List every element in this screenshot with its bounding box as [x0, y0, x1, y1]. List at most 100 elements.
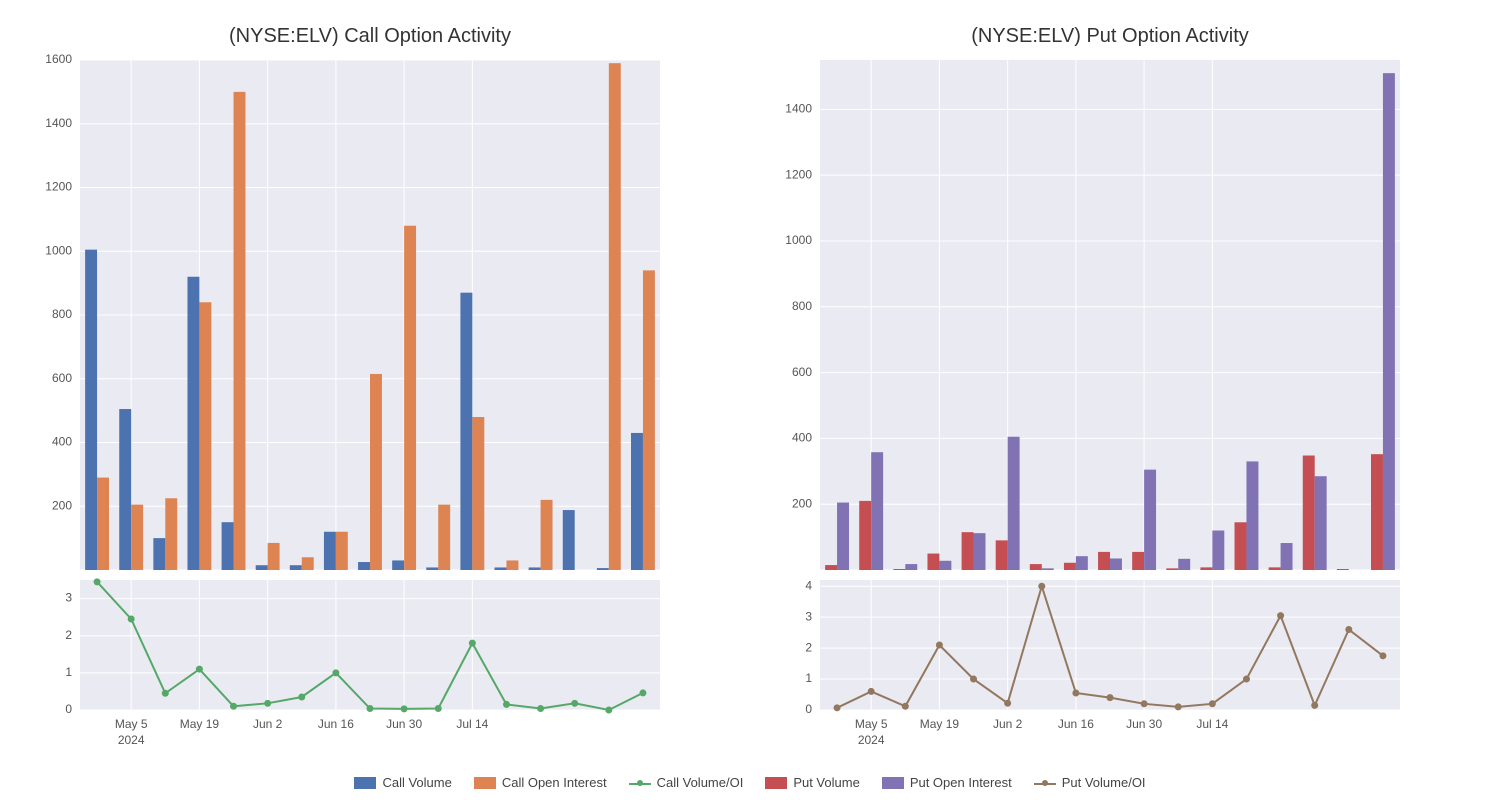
- ratio-marker: [1004, 700, 1011, 707]
- legend-item: Call Volume/OI: [629, 775, 744, 790]
- bar-volume: [1235, 522, 1247, 570]
- bar-open-interest: [336, 532, 348, 570]
- bar-open-interest: [1144, 470, 1156, 570]
- ratio-marker: [834, 704, 841, 711]
- y-tick-label: 200: [792, 496, 812, 510]
- legend-item: Put Volume: [765, 775, 860, 790]
- y-tick-label: 200: [52, 498, 72, 512]
- bar-open-interest: [131, 505, 143, 570]
- bar-volume: [426, 567, 438, 570]
- y-tick-label: 800: [792, 299, 812, 313]
- bar-volume: [1064, 563, 1076, 570]
- x-tick-label: Jun 2: [253, 717, 283, 731]
- ratio-marker: [332, 669, 339, 676]
- ratio-marker: [264, 700, 271, 707]
- legend-line-icon: [629, 777, 651, 789]
- ratio-marker: [503, 701, 510, 708]
- ratio-marker: [1038, 583, 1045, 590]
- ratio-marker: [1311, 702, 1318, 709]
- y-tick-label: 1200: [45, 180, 72, 194]
- panel-bg: [820, 580, 1400, 710]
- bar-open-interest: [404, 226, 416, 570]
- ratio-marker: [605, 707, 612, 714]
- bar-open-interest: [1008, 437, 1020, 570]
- x-tick-label: Jun 16: [1058, 717, 1094, 731]
- ratio-marker: [1107, 694, 1114, 701]
- bar-open-interest: [97, 478, 109, 570]
- bar-open-interest: [541, 500, 553, 570]
- x-tick-label: Jul 14: [1196, 717, 1228, 731]
- y-tick-label: 800: [52, 307, 72, 321]
- bar-volume: [119, 409, 131, 570]
- bar-volume: [1337, 569, 1349, 570]
- x-tick-label: Jun 30: [1126, 717, 1162, 731]
- y-tick-label: 4: [805, 578, 812, 592]
- bar-volume: [358, 562, 370, 570]
- bar-volume: [1030, 564, 1042, 570]
- y-tick-label: 1400: [45, 116, 72, 130]
- legend-item: Call Volume: [354, 775, 451, 790]
- y-tick-label: 600: [52, 371, 72, 385]
- ratio-marker: [1243, 676, 1250, 683]
- x-tick-label: Jun 16: [318, 717, 354, 731]
- bar-open-interest: [370, 374, 382, 570]
- y-tick-label: 2: [65, 628, 72, 642]
- bar-volume: [859, 501, 871, 570]
- ratio-marker: [936, 642, 943, 649]
- bar-open-interest: [643, 270, 655, 570]
- x-tick-label: Jun 2: [993, 717, 1023, 731]
- bar-volume: [1371, 454, 1383, 570]
- ratio-marker: [469, 640, 476, 647]
- bar-volume: [962, 532, 974, 570]
- ratio-marker: [868, 688, 875, 695]
- y-tick-label: 1: [805, 671, 812, 685]
- legend-line-icon: [1034, 777, 1056, 789]
- bar-volume: [222, 522, 234, 570]
- legend-swatch: [765, 777, 787, 789]
- y-tick-label: 0: [65, 702, 72, 716]
- bar-volume: [1200, 567, 1212, 570]
- x-year-label: 2024: [118, 733, 145, 747]
- bar-volume: [563, 510, 575, 570]
- bar-open-interest: [506, 560, 518, 570]
- bar-volume: [187, 277, 199, 570]
- legend-item: Put Open Interest: [882, 775, 1012, 790]
- bar-open-interest: [1281, 543, 1293, 570]
- bar-open-interest: [234, 92, 246, 570]
- ratio-marker: [435, 705, 442, 712]
- x-tick-label: May 5: [115, 717, 148, 731]
- y-tick-label: 1000: [45, 243, 72, 257]
- ratio-marker: [639, 689, 646, 696]
- y-tick-label: 0: [805, 702, 812, 716]
- y-tick-label: 1600: [45, 52, 72, 66]
- bar-volume: [1303, 455, 1315, 570]
- ratio-marker: [196, 666, 203, 673]
- bar-open-interest: [1042, 568, 1054, 570]
- bar-volume: [256, 565, 268, 570]
- bar-volume: [631, 433, 643, 570]
- bar-volume: [460, 293, 472, 570]
- x-tick-label: May 19: [920, 717, 960, 731]
- ratio-marker: [537, 705, 544, 712]
- bar-volume: [1269, 567, 1281, 570]
- y-tick-label: 3: [65, 591, 72, 605]
- ratio-marker: [902, 703, 909, 710]
- ratio-marker: [367, 705, 374, 712]
- bar-open-interest: [1076, 556, 1088, 570]
- x-tick-label: May 5: [855, 717, 888, 731]
- figure-root: (NYSE:ELV) Call Option Activity (NYSE:EL…: [0, 0, 1500, 800]
- ratio-marker: [1141, 700, 1148, 707]
- bar-volume: [597, 568, 609, 570]
- legend-label: Call Volume/OI: [657, 775, 744, 790]
- bar-volume: [996, 540, 1008, 570]
- bar-volume: [495, 567, 507, 570]
- ratio-marker: [970, 676, 977, 683]
- bar-volume: [927, 554, 939, 570]
- y-tick-label: 600: [792, 365, 812, 379]
- y-tick-label: 1: [65, 665, 72, 679]
- bar-volume: [1132, 552, 1144, 570]
- legend-item: Put Volume/OI: [1034, 775, 1146, 790]
- x-tick-label: May 19: [180, 717, 220, 731]
- ratio-marker: [128, 616, 135, 623]
- bar-volume: [1166, 568, 1178, 570]
